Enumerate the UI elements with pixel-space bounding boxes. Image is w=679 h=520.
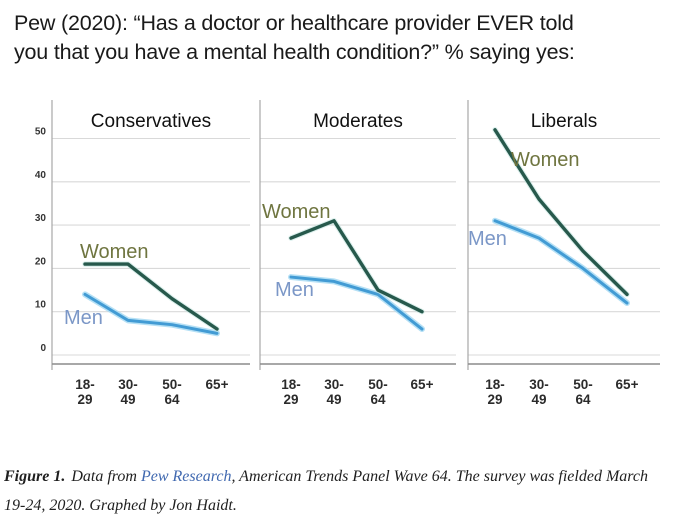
women-line <box>493 128 629 297</box>
y-tick-label: 50 <box>35 127 47 138</box>
x-tick-label: 18- <box>75 377 95 392</box>
figure-number-label: Figure 1. <box>4 468 66 485</box>
x-tick-label: 50- <box>573 377 593 392</box>
men-line <box>493 219 629 305</box>
women-series-label: Women <box>511 149 580 171</box>
pew-research-link[interactable]: Pew Research <box>140 468 232 485</box>
x-tick-label: 30- <box>529 377 549 392</box>
x-tick-label: 29 <box>487 392 502 407</box>
x-tick-label: 65+ <box>616 377 639 392</box>
men-line <box>289 275 424 331</box>
x-tick-label: 30- <box>118 377 138 392</box>
x-tick-label: 30- <box>324 377 344 392</box>
facet-title: Moderates <box>313 111 403 132</box>
x-tick-label: 65+ <box>411 377 434 392</box>
facet-title: Conservatives <box>91 111 211 132</box>
figure-caption: Figure 1. Data from Pew Research, America… <box>4 462 662 520</box>
women-series-label: Women <box>80 241 149 263</box>
caption-text-before-link: Data from <box>71 468 141 485</box>
women-line <box>83 262 219 331</box>
title-line-2: you that you have a mental health condit… <box>14 40 575 64</box>
y-tick-label: 30 <box>35 213 47 224</box>
title-line-1: Pew (2020): “Has a doctor or healthcare … <box>14 11 574 35</box>
x-tick-label: 64 <box>164 392 180 407</box>
x-tick-label: 65+ <box>206 377 229 392</box>
y-tick-label: 0 <box>40 343 46 354</box>
men-series-label: Men <box>64 307 103 329</box>
x-tick-label: 49 <box>531 392 546 407</box>
women-line <box>289 219 424 314</box>
men-line <box>83 292 219 335</box>
x-tick-label: 18- <box>281 377 301 392</box>
x-tick-label: 64 <box>370 392 386 407</box>
y-tick-label: 10 <box>35 300 47 311</box>
men-line-halo <box>492 217 630 307</box>
y-tick-label: 20 <box>35 256 47 267</box>
x-tick-label: 64 <box>575 392 591 407</box>
women-series-label: Women <box>262 201 331 223</box>
chart-question-title: Pew (2020): “Has a doctor or healthcare … <box>14 9 669 67</box>
x-tick-label: 29 <box>77 392 92 407</box>
faceted-line-chart: Conservatives0102030405018-2930-4950-646… <box>35 100 660 407</box>
y-tick-label: 40 <box>35 170 47 181</box>
women-line-halo <box>82 261 220 332</box>
x-tick-label: 49 <box>120 392 135 407</box>
x-tick-label: 50- <box>162 377 182 392</box>
men-series-label: Men <box>275 279 314 301</box>
x-tick-label: 50- <box>368 377 388 392</box>
x-tick-label: 49 <box>326 392 341 407</box>
x-tick-label: 29 <box>283 392 298 407</box>
men-series-label: Men <box>468 228 507 250</box>
facet-title: Liberals <box>531 111 598 132</box>
x-tick-label: 18- <box>485 377 505 392</box>
